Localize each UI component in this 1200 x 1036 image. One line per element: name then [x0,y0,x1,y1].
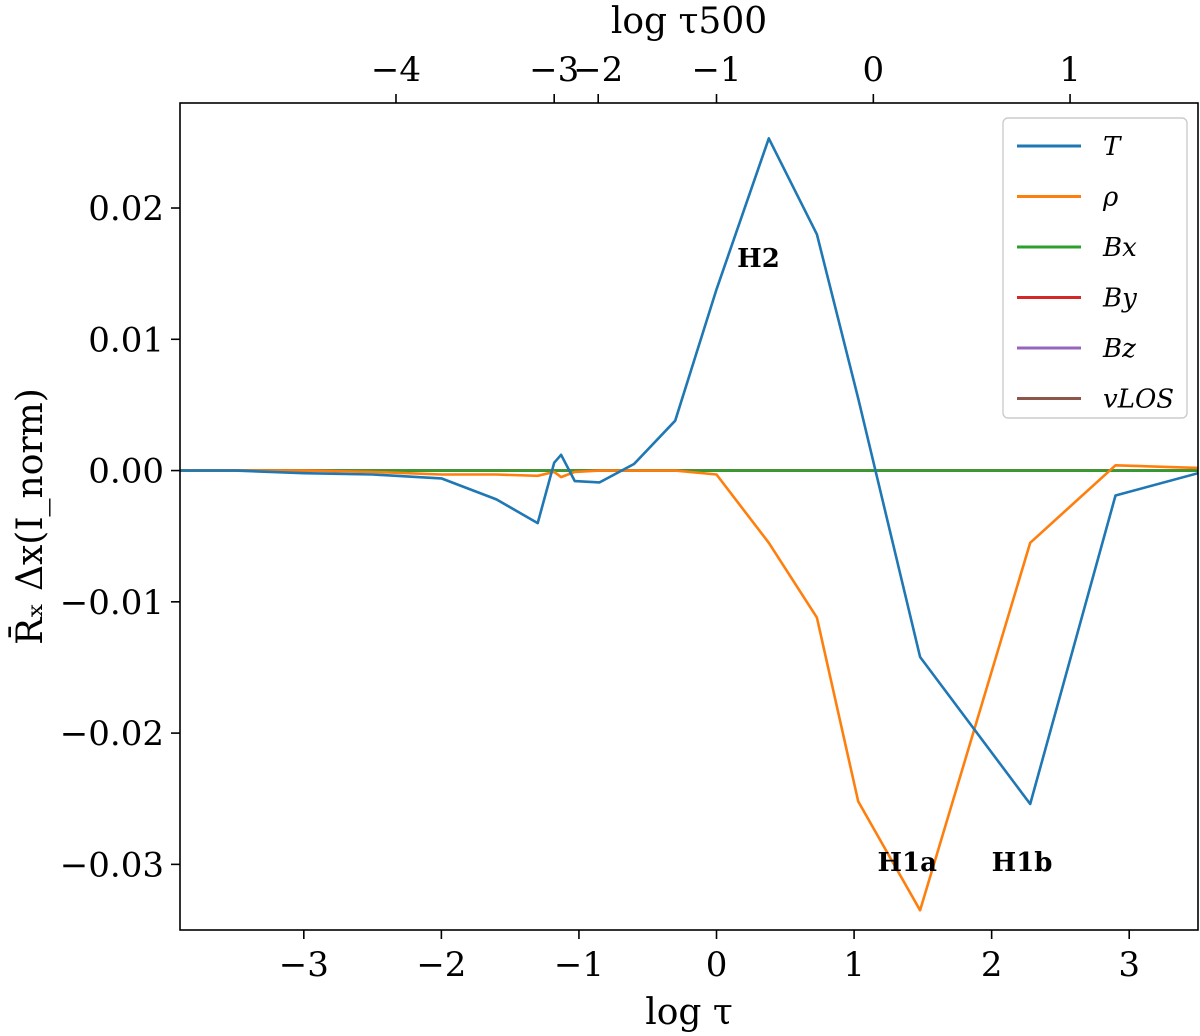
y-tick-label: −0.01 [60,583,164,623]
annotations: H2 H1a H1b [737,244,1052,878]
y-tick-label: 0.01 [88,320,164,360]
y-tick-label: 0.02 [88,189,164,229]
x-tick-label: 2 [981,945,1003,985]
annotation-label: H2 [737,244,780,274]
x-tick-label: −1 [554,945,604,985]
annotation-label: H1a [877,848,937,878]
legend-label: ρ [1102,183,1119,213]
top-tick-label: 0 [863,50,885,90]
series-line-T [180,137,1198,806]
legend-label: Bx [1102,233,1137,263]
legend: Tρ Bx By Bz vLOS [1002,117,1188,419]
legend-label: vLOS [1103,385,1174,415]
axes: −3 −2 −1 0 1 2 30.020.010.00−0.01−0.02−0.03−4−… [8,1,1199,1033]
top-tick-label: −2 [573,50,623,90]
y-tick-label: −0.03 [60,845,164,885]
legend-label: T [1103,132,1122,162]
x-tick-label: 0 [706,945,728,985]
series-line-ρ [180,463,1198,912]
plot-frame [179,102,1199,931]
x-tick-label: 3 [1118,945,1140,985]
x-tick-label: −3 [279,945,329,985]
y-axis-title: R̄ₓ Δx(I_norm) [8,388,51,645]
annotation-label: H1b [992,848,1053,878]
legend-box [1002,117,1188,419]
legend-label: Bz [1102,334,1136,364]
legend-label: By [1102,284,1137,314]
x-tick-label: 1 [843,945,865,985]
y-tick-label: 0.00 [88,452,164,492]
x-tick-label: −2 [416,945,466,985]
top-axis-title: log τ500 [611,1,767,42]
series-lines [180,137,1198,912]
x-axis-title: log τ [645,992,733,1033]
y-tick-label: −0.02 [60,714,164,754]
top-tick-label: −4 [371,50,421,90]
top-tick-label: 1 [1059,50,1081,90]
top-tick-label: −3 [529,50,579,90]
top-tick-label: −1 [691,50,741,90]
